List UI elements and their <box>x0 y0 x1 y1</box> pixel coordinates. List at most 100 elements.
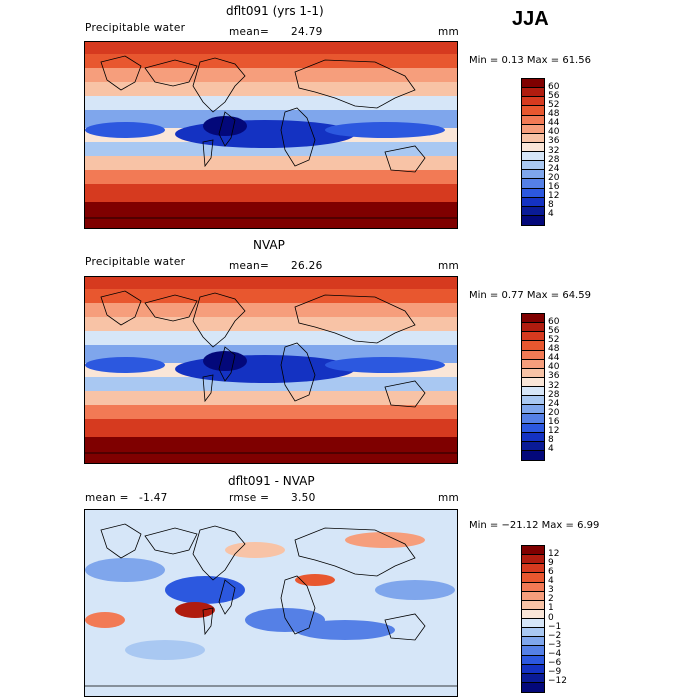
coastline <box>294 527 416 577</box>
colorbar-tick-label: 44 <box>548 118 560 129</box>
panel-1-map-svg <box>85 42 457 228</box>
colorbar-tick-label: −3 <box>548 639 562 650</box>
field-blob <box>325 122 445 138</box>
colorbar-tick-label: 52 <box>548 334 560 345</box>
field-blob <box>203 116 247 136</box>
colorbar-cell <box>522 673 544 683</box>
coastline <box>280 575 316 635</box>
colorbar-cell <box>522 423 544 433</box>
coastline <box>192 57 246 113</box>
colorbar-cell <box>522 377 544 387</box>
coastline <box>144 294 198 322</box>
panel-3-title: dflt091 - NVAP <box>228 474 315 488</box>
colorbar-tick-label: 4 <box>548 576 554 586</box>
coastline <box>192 525 246 581</box>
coastline <box>294 294 416 344</box>
panel-1-mean-label: mean= <box>229 26 270 38</box>
colorbar-cell <box>522 619 544 629</box>
colorbar-tick-label: 20 <box>548 407 560 418</box>
field-band <box>85 82 457 96</box>
panel-3-map <box>84 509 458 697</box>
colorbar-cell <box>522 664 544 674</box>
coastline <box>218 346 236 382</box>
colorbar-cell <box>522 441 544 451</box>
colorbar-tick-label: 24 <box>548 163 560 174</box>
colorbar-tick-label: 56 <box>548 90 560 101</box>
colorbar-cell <box>522 97 544 107</box>
coastline <box>100 523 142 559</box>
colorbar-cell <box>522 124 544 134</box>
coastline <box>144 59 198 87</box>
colorbar-tick-label: 16 <box>548 182 560 192</box>
coastline <box>280 107 316 167</box>
colorbar-cell <box>522 591 544 601</box>
colorbar-tick-label: 32 <box>548 380 560 391</box>
field-blob <box>125 640 205 660</box>
panel-1-map <box>84 41 458 229</box>
colorbar-tick-label: 44 <box>548 353 560 364</box>
colorbar-cell <box>522 350 544 360</box>
colorbar-cell <box>522 646 544 656</box>
field-band <box>85 184 457 202</box>
colorbar-cell <box>522 206 544 216</box>
colorbar-tick-label: −9 <box>548 667 562 678</box>
colorbar-cell <box>522 396 544 406</box>
colorbar-cell <box>522 79 544 89</box>
panel-2-title: NVAP <box>253 238 285 252</box>
panel-1-colorbar <box>521 78 545 226</box>
colorbar-tick-label: −1 <box>548 621 562 632</box>
panel-3-rmse-value: 3.50 <box>291 492 316 504</box>
panel-2-variable-label: Precipitable water <box>85 256 186 268</box>
colorbar-tick-label: 48 <box>548 109 560 119</box>
panel-2-mean-label: mean= <box>229 260 270 272</box>
coastline <box>202 374 214 403</box>
field-band <box>85 156 457 170</box>
coastline <box>384 613 426 641</box>
colorbar-cell <box>522 179 544 189</box>
colorbar-cell <box>522 637 544 647</box>
field-blob <box>295 620 395 640</box>
colorbar-tick-label: 9 <box>548 557 554 568</box>
coastline <box>218 111 236 147</box>
colorbar-tick-label: 12 <box>548 548 560 559</box>
coastline <box>100 55 142 91</box>
panel-1-mean-value: 24.79 <box>291 26 323 38</box>
colorbar-cell <box>522 600 544 610</box>
field-blob <box>85 122 165 138</box>
field-blob <box>85 612 125 628</box>
colorbar-cell <box>522 368 544 378</box>
colorbar-tick-label: 56 <box>548 325 560 336</box>
colorbar-tick-label: 8 <box>548 200 554 211</box>
panel-1-min-max: Min = 0.13 Max = 61.56 <box>469 55 591 66</box>
colorbar-tick-label: 0 <box>548 612 554 623</box>
coastline <box>192 292 246 348</box>
field-band <box>85 437 457 463</box>
panel-3-mean-value: -1.47 <box>139 492 168 504</box>
colorbar-cell <box>522 88 544 98</box>
panel-3-min-max: Min = −21.12 Max = 6.99 <box>469 520 600 531</box>
panel-2-units: mm <box>438 260 460 272</box>
field-band <box>85 377 457 391</box>
field-band <box>85 170 457 184</box>
field-band <box>85 419 457 437</box>
colorbar-tick-label: 40 <box>548 362 560 373</box>
colorbar-tick-label: 36 <box>548 371 560 382</box>
panel-2-colorbar <box>521 313 545 461</box>
colorbar-cell <box>522 555 544 565</box>
colorbar-cell <box>522 197 544 207</box>
panel-3-rmse-label: rmse = <box>229 492 270 504</box>
field-band <box>85 331 457 345</box>
field-blob <box>203 351 247 371</box>
colorbar-tick-label: −6 <box>548 658 562 669</box>
colorbar-cell <box>522 115 544 125</box>
colorbar-tick-label: 28 <box>548 389 560 400</box>
colorbar-tick-label: 52 <box>548 99 560 110</box>
colorbar-tick-label: 3 <box>548 585 554 596</box>
field-band <box>85 317 457 331</box>
colorbar-tick-label: 12 <box>548 191 560 202</box>
panel-3-units: mm <box>438 492 460 504</box>
colorbar-cell <box>522 188 544 198</box>
field-blob <box>175 355 355 383</box>
field-blob <box>295 574 335 586</box>
field-blob <box>175 120 355 148</box>
